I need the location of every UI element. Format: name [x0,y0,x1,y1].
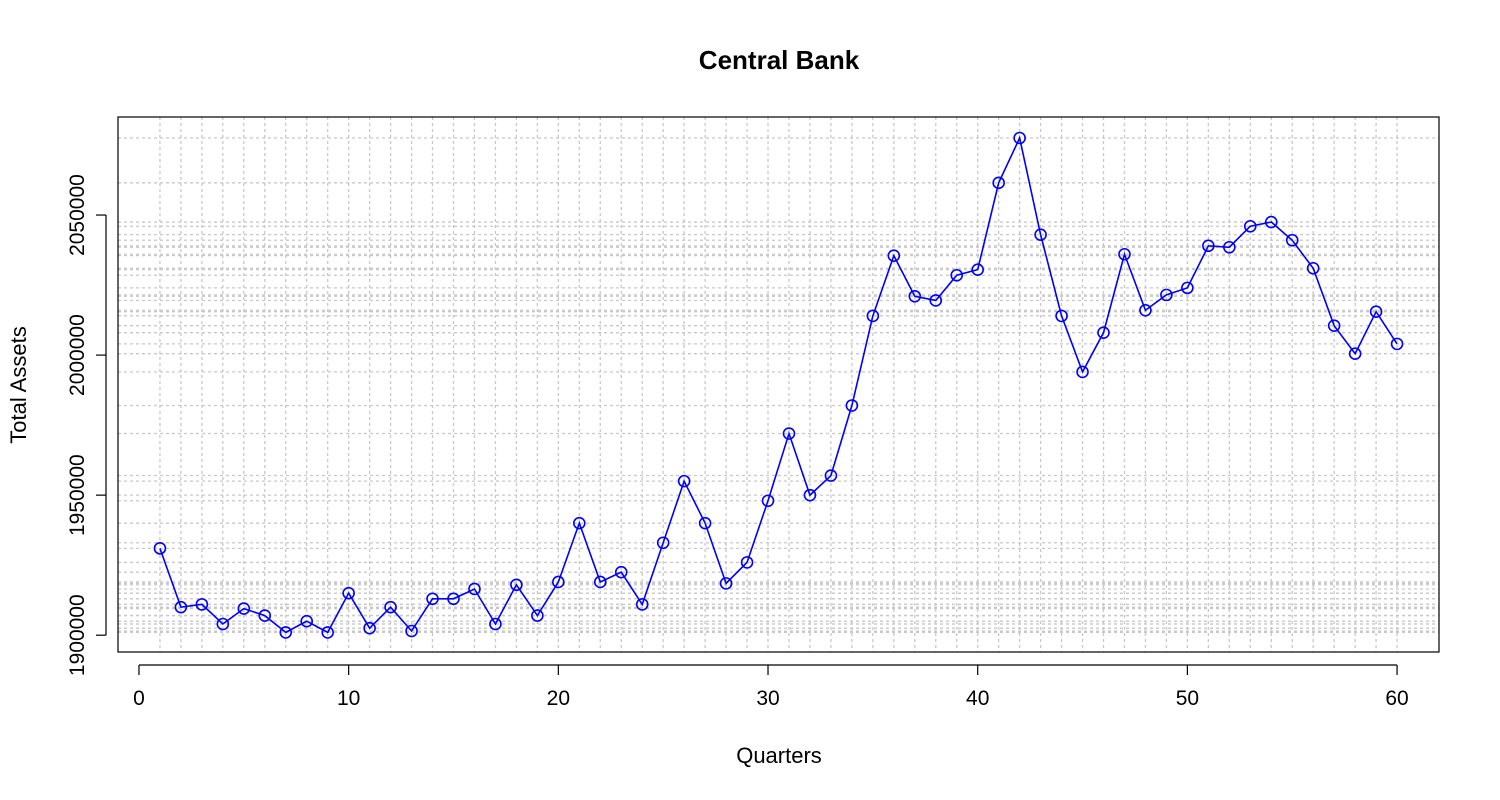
y-tick-label: 2000000 [66,314,89,396]
x-axis-label: Quarters [736,743,822,768]
data-point [321,626,334,639]
data-point [300,614,314,628]
data-point [593,575,607,589]
x-axis: 0 10 20 30 40 50 60 [133,664,1409,710]
x-tick-label: 0 [133,687,145,710]
x-tick-label: 10 [337,687,360,710]
data-point [719,577,733,590]
data-point [531,609,544,622]
data-point [384,600,397,614]
data-point [803,488,817,502]
data-point [1139,303,1152,317]
data-point [1160,288,1173,302]
data-point [1369,305,1383,318]
data-point [1223,240,1236,254]
data-point [1076,365,1089,379]
data-point [950,268,964,282]
data-point [216,617,230,631]
y-axis-label: Total Assets [6,326,31,443]
data-point [573,516,586,530]
data-point [1055,309,1068,323]
data-point [1243,219,1257,233]
data-point [761,494,775,508]
data-point [1013,131,1026,145]
data-point [1264,215,1278,229]
y-tick-label: 1950000 [66,454,89,536]
data-point [405,624,418,638]
data-point [1285,233,1299,247]
x-tick-label: 40 [966,687,989,710]
data-point [782,427,796,440]
data-point [447,592,460,606]
data-point [866,309,880,323]
data-point [1097,326,1110,339]
data-point [510,578,523,592]
data-point [1348,347,1362,360]
data-point [489,617,502,631]
y-axis: 1900000 1950000 2000000 2050000 [66,174,107,676]
data-point [1327,319,1341,332]
data-point [195,598,209,611]
y-tick-label: 2050000 [66,174,89,256]
data-point [614,565,628,579]
data-point [1306,261,1320,275]
data-point [740,556,754,569]
data-point [468,582,481,596]
y-tick-label: 1900000 [66,594,89,676]
data-point [1034,228,1047,241]
data-point [363,621,376,635]
series-line [159,135,1398,634]
data-point [342,586,355,600]
data-point [635,598,649,611]
plot-frame [117,116,1440,653]
x-tick-label: 20 [547,687,570,710]
data-point [237,602,251,615]
data-point [153,542,167,555]
data-point [279,626,293,639]
data-point [552,575,565,589]
data-point [426,592,439,606]
data-point [1181,281,1194,295]
x-tick-label: 60 [1385,687,1408,710]
series-total-assets [153,131,1404,639]
data-point [929,294,943,307]
data-point [677,474,691,488]
data-point [174,600,188,614]
data-point [698,516,712,530]
x-tick-label: 50 [1176,687,1199,710]
x-tick-label: 30 [756,687,779,710]
data-point [824,469,838,482]
data-point [1202,239,1215,253]
data-point [908,289,922,303]
chart-title: Central Bank [699,45,860,75]
data-point [971,263,984,276]
data-point [258,609,272,622]
data-point [1118,247,1131,261]
data-point [887,249,901,262]
data-point [1390,337,1404,351]
horizontal-gridlines [118,137,1439,634]
data-point [845,399,859,412]
data-point [992,176,1005,190]
data-point [656,536,670,550]
